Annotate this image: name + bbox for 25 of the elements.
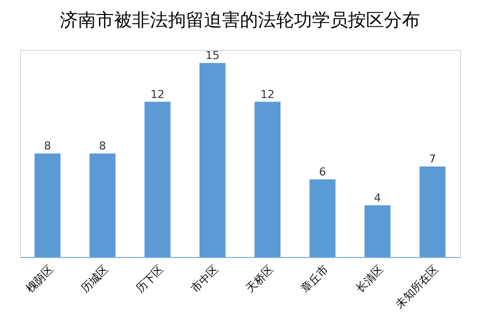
data-label: 6 [319,165,326,178]
data-label: 7 [429,152,436,166]
bar [310,179,336,257]
x-tick-label: 长清区 [353,262,386,296]
x-tick-label: 市中区 [188,262,221,296]
data-label: 12 [150,88,164,101]
chart-title: 济南市被非法拘留迫害的法轮功学员按区分布 [60,10,420,31]
data-label: 4 [374,191,381,204]
data-label: 15 [206,48,220,62]
bar [34,154,60,257]
x-tick-label: 章丘市 [298,262,331,296]
x-tick-label: 槐荫区 [23,262,56,296]
bar [420,166,446,257]
x-tick-label: 历城区 [78,262,111,296]
bar [364,205,390,257]
data-label: 8 [44,140,51,152]
x-tick-label: 历下区 [133,262,166,296]
data-label: 12 [260,88,274,101]
bar [200,62,226,257]
bar [90,154,116,257]
x-tick-label: 天桥区 [243,262,276,296]
x-tick-label: 未知所在区 [392,262,441,311]
bar [144,102,170,257]
bar [254,102,280,257]
data-label: 8 [99,140,106,152]
